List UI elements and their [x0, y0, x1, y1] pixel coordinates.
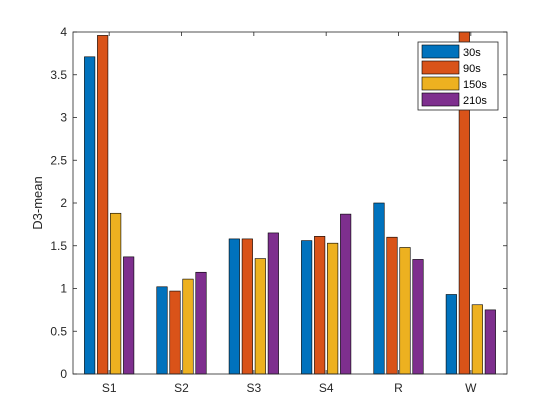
bar-W-210s: [484, 309, 496, 375]
bar-S4-30s: [301, 240, 313, 375]
y-tick-label: 0: [60, 367, 67, 381]
bar-S1-90s: [97, 35, 109, 375]
legend-label-90s: 90s: [463, 63, 481, 75]
bar-S1-210s: [123, 256, 135, 375]
y-tick-label: 1: [60, 282, 67, 296]
legend: 30s 90s 150s 210s: [417, 41, 499, 111]
y-tick-label: 2: [60, 196, 67, 210]
legend-swatch-150s: [421, 76, 460, 91]
bar-W-150s: [471, 304, 483, 375]
bar-W-30s: [445, 294, 457, 375]
legend-swatch-210s: [421, 92, 460, 107]
bar-S2-210s: [195, 271, 207, 375]
x-tick-label: W: [465, 381, 477, 395]
bar-S3-210s: [267, 232, 279, 375]
y-axis: 0 0.5 1 1.5 2 2.5 3 3.5 4: [50, 25, 507, 381]
y-tick-label: 0.5: [50, 324, 67, 338]
bar-S1-30s: [84, 56, 96, 375]
y-tick-label: 2.5: [50, 153, 67, 167]
x-tick-label: R: [394, 381, 403, 395]
bar-S3-150s: [254, 258, 266, 375]
legend-label-150s: 150s: [463, 79, 487, 91]
bar-S2-30s: [156, 286, 168, 375]
x-tick-label: S3: [246, 381, 261, 395]
y-axis-label: D3-mean: [30, 176, 45, 229]
legend-label-210s: 210s: [463, 95, 487, 107]
bar-R-30s: [373, 202, 385, 375]
x-tick-label: S2: [174, 381, 189, 395]
x-tick-label: S1: [102, 381, 117, 395]
x-tick-label: S4: [319, 381, 334, 395]
bar-S2-90s: [169, 290, 181, 375]
bar-S2-150s: [182, 278, 194, 375]
bar-S4-210s: [340, 213, 352, 375]
bar-R-90s: [386, 236, 398, 375]
bar-S3-90s: [241, 238, 253, 375]
legend-swatch-30s: [421, 44, 460, 59]
bar-S3-30s: [228, 238, 240, 375]
legend-label-30s: 30s: [463, 47, 481, 59]
y-tick-label: 4: [60, 25, 67, 39]
y-tick-label: 3: [60, 111, 67, 125]
bar-R-210s: [412, 259, 424, 375]
x-axis: S1 S2 S3 S4 R W: [102, 32, 477, 395]
bar-S1-150s: [110, 212, 122, 375]
bar-S4-150s: [327, 242, 339, 375]
y-tick-label: 1.5: [50, 239, 67, 253]
bar-S4-90s: [314, 236, 326, 375]
y-tick-label: 3.5: [50, 68, 67, 82]
legend-swatch-90s: [421, 60, 460, 75]
bar-R-150s: [399, 247, 411, 375]
